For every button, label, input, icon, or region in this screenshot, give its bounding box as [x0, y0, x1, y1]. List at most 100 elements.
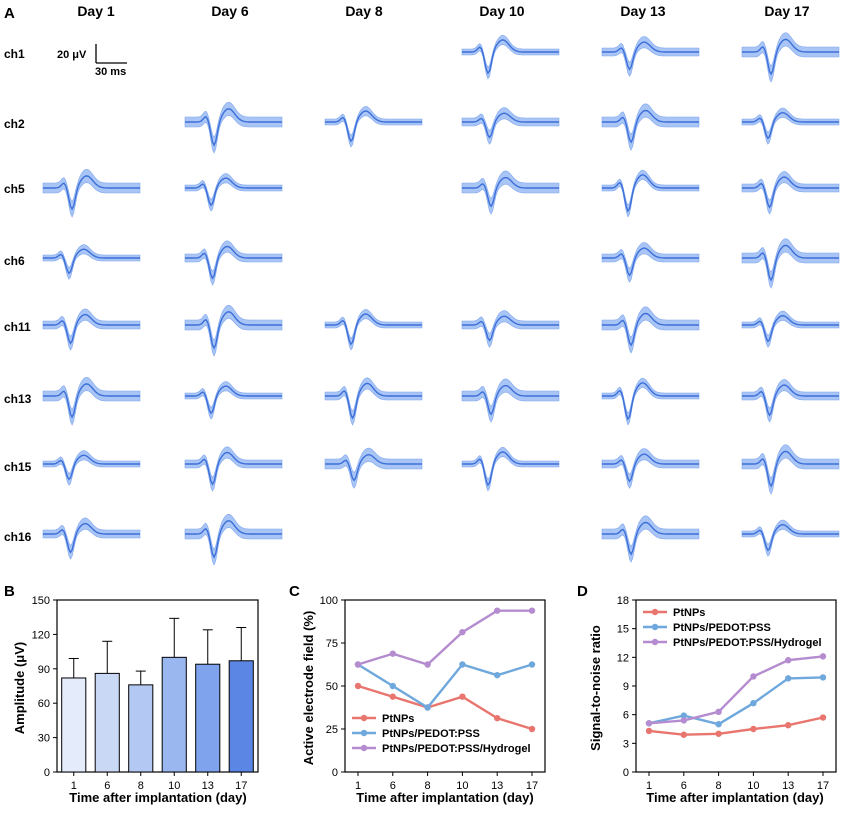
- y-tick-label: 75: [326, 638, 338, 650]
- waveform-ch16-day2: [184, 513, 283, 566]
- x-tick-label: 8: [138, 780, 144, 792]
- waveform-band: [741, 32, 840, 83]
- series-line: [357, 609, 532, 666]
- waveform-ch13-day1: [42, 376, 141, 426]
- bar: [195, 663, 221, 773]
- waveform-ch13-day6: [741, 379, 840, 423]
- waveform-trace: [185, 311, 282, 350]
- d-x-axis-label: Time after implantation (day): [646, 790, 823, 805]
- waveform-ch15-day1: [42, 450, 141, 486]
- waveform-trace: [602, 382, 699, 421]
- waveform-ch13-day4: [461, 378, 560, 423]
- bar: [228, 660, 254, 773]
- series-line: [357, 663, 533, 710]
- channel-label: ch6: [4, 254, 25, 268]
- waveform-trace: [43, 383, 140, 419]
- y-tick-label: 12: [617, 652, 629, 664]
- panel-a-letter: A: [4, 5, 15, 22]
- waveform-ch5-day6: [741, 171, 840, 215]
- y-tick-label: 150: [32, 595, 50, 607]
- waveform-trace: [742, 523, 839, 552]
- bar: [161, 656, 187, 773]
- waveform-trace: [325, 382, 422, 420]
- series-point: [354, 682, 362, 690]
- series-point: [645, 727, 653, 735]
- series-point: [494, 671, 501, 679]
- waveform-ch11-day5: [601, 306, 700, 354]
- waveform-ch2-day4: [461, 107, 560, 145]
- series-point: [680, 712, 687, 719]
- waveform-ch2-day5: [601, 103, 700, 151]
- day-header: Day 10: [479, 3, 524, 19]
- y-tick-label: 50: [326, 681, 338, 693]
- waveform-band: [741, 444, 840, 495]
- waveform-ch6-day6: [741, 238, 840, 289]
- day-header: Day 6: [211, 3, 249, 19]
- legend-label: PtNPs: [382, 713, 414, 725]
- series-point: [389, 682, 396, 690]
- waveform-band: [184, 513, 283, 566]
- series-point: [424, 661, 431, 668]
- waveform-ch5-day4: [461, 170, 560, 215]
- channel-label: ch5: [4, 182, 25, 196]
- series-point: [459, 628, 466, 636]
- series-line: [648, 716, 824, 736]
- x-tick-label: 17: [526, 780, 538, 792]
- panel-a-day-headers: Day 1 Day 6 Day 8 Day 10 Day 13 Day 17: [77, 3, 809, 19]
- series-point: [494, 607, 501, 614]
- waveform-trace: [602, 174, 699, 213]
- panel-a-channel-labels: ch1 ch2 ch5 ch6 ch11 ch13 ch15 ch16: [4, 47, 32, 544]
- waveform-band: [184, 381, 283, 420]
- legend-marker: [360, 714, 368, 722]
- x-tick-label: 13: [202, 780, 214, 792]
- x-tick-label: 1: [355, 780, 361, 792]
- series-point: [528, 661, 536, 668]
- waveform-band: [42, 376, 141, 426]
- waveform-ch5-day2: [184, 173, 283, 212]
- waveform-ch15-day3: [324, 447, 423, 489]
- waveform-trace: [602, 247, 699, 277]
- scale-bar: 20 μV 30 ms: [57, 44, 127, 78]
- series-point: [715, 730, 722, 737]
- legend-marker: [651, 623, 659, 631]
- waveform-band: [741, 310, 840, 348]
- waveform-band: [601, 515, 700, 563]
- c-x-axis-label: Time after implantation (day): [356, 790, 533, 805]
- waveform-trace: [742, 314, 839, 343]
- waveform-trace: [462, 384, 559, 416]
- y-tick-label: 0: [332, 767, 338, 779]
- series-point: [785, 657, 792, 664]
- x-tick-label: 10: [456, 780, 468, 792]
- c-y-axis-label: Active electrode field (%): [301, 611, 316, 766]
- waveform-trace: [185, 108, 282, 147]
- waveform-ch5-day5: [601, 169, 700, 218]
- series-point: [785, 721, 792, 729]
- waveform-trace: [742, 244, 839, 282]
- series-point: [389, 650, 396, 657]
- waveform-ch1-day4: [461, 34, 560, 80]
- waveform-band: [184, 304, 283, 357]
- waveform-band: [601, 169, 700, 218]
- waveform-band: [741, 171, 840, 215]
- waveform-band: [601, 306, 700, 354]
- y-tick-label: 90: [38, 664, 50, 676]
- waveform-ch15-day2: [184, 446, 283, 492]
- waveform-ch15-day4: [461, 446, 560, 492]
- waveform-trace: [325, 453, 422, 482]
- waveform-band: [461, 34, 560, 80]
- series-point: [785, 675, 792, 682]
- waveform-band: [42, 450, 141, 486]
- waveform-trace: [43, 175, 140, 211]
- series-point: [715, 708, 722, 715]
- waveform-band: [42, 168, 141, 218]
- waveform-band: [42, 308, 141, 351]
- waveform-band: [461, 446, 560, 492]
- legend-marker: [360, 744, 368, 752]
- waveform-trace: [462, 315, 559, 342]
- day-header: Day 17: [764, 3, 809, 19]
- waveform-trace: [185, 385, 282, 415]
- waveform-trace: [462, 39, 559, 75]
- series-point: [680, 717, 687, 724]
